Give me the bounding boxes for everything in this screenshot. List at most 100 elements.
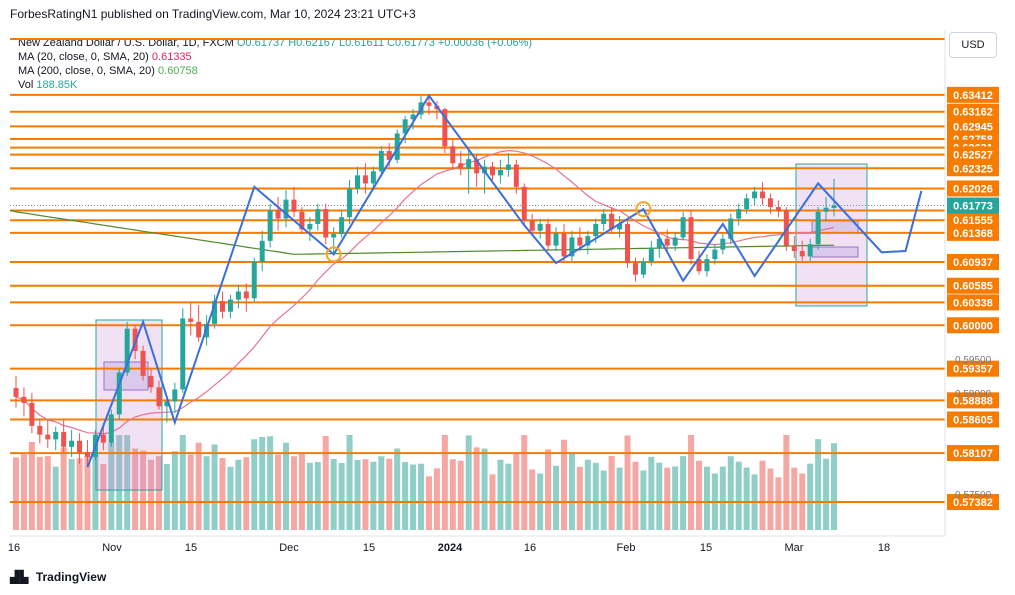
volume-bar <box>68 459 75 530</box>
volume-bar <box>640 470 647 530</box>
price-level-label: 0.58605 <box>953 414 993 426</box>
candles <box>13 95 837 468</box>
candle-body <box>108 414 114 443</box>
price-level-label: 0.60937 <box>953 257 993 269</box>
volume-bar <box>624 435 631 530</box>
candle-body <box>172 389 178 402</box>
candle-body <box>696 259 702 272</box>
candle-body <box>45 434 51 440</box>
candle-body <box>219 300 225 312</box>
volume-bar <box>36 456 43 530</box>
time-tick-label: 15 <box>363 542 375 554</box>
candle-body <box>339 217 345 235</box>
tradingview-logo[interactable]: ▟▙ TradingView <box>10 570 106 584</box>
volume-bar <box>378 456 385 530</box>
volume-bar <box>179 435 186 530</box>
volume-bar <box>92 455 99 530</box>
volume-bar <box>815 439 822 530</box>
volume-bar <box>132 448 139 530</box>
candle-body <box>736 209 742 219</box>
volume-bar <box>251 439 258 530</box>
ma20-line <box>15 149 835 435</box>
candle-body <box>251 261 257 299</box>
price-level-tag <box>947 253 999 270</box>
candle-body <box>267 210 273 241</box>
candle-body <box>712 249 718 260</box>
volume-bar <box>306 462 313 530</box>
candle-body <box>807 244 813 257</box>
volume-bar <box>473 447 480 530</box>
tv-logo-icon: ▟▙ <box>10 570 29 584</box>
time-tick-label: Dec <box>279 542 299 554</box>
volume-bar <box>719 466 726 530</box>
candle-body <box>69 440 75 447</box>
volume-bar <box>20 454 27 530</box>
candle-body <box>84 452 90 457</box>
price-level-tag <box>947 294 999 311</box>
volume-bar <box>13 457 19 530</box>
price-level-label: 0.61368 <box>953 228 993 240</box>
volume-bar <box>529 469 536 530</box>
volume-bar <box>560 439 567 530</box>
time-tick-label: 16 <box>524 542 536 554</box>
volume-bar <box>584 459 591 530</box>
candle-body <box>815 211 821 245</box>
candle-body <box>521 186 527 221</box>
price-level-tag <box>947 277 999 294</box>
volume-bar <box>632 461 639 530</box>
candle-body <box>609 213 615 230</box>
volume-bar <box>148 459 155 530</box>
candle-body <box>243 291 249 299</box>
candle-body <box>490 166 496 176</box>
candle-body <box>259 240 265 262</box>
candle-body <box>21 396 27 403</box>
candle-body <box>497 169 503 176</box>
candle-body <box>704 259 710 272</box>
highlight-box <box>811 246 859 258</box>
ma20-value: 0.61335 <box>151 51 192 63</box>
candle-body <box>577 237 583 246</box>
volume-bar <box>44 456 51 530</box>
moving-averages <box>9 149 835 435</box>
volume-bar <box>545 449 552 530</box>
candle-body <box>680 217 686 238</box>
volume-bar <box>441 435 448 530</box>
candle-body <box>426 102 432 106</box>
volume-bar <box>449 459 456 530</box>
price-level-lines <box>10 38 945 504</box>
candle-body <box>196 321 202 338</box>
volume-bar <box>767 468 774 530</box>
candle-body <box>362 175 368 184</box>
price-level-label: 0.63412 <box>953 90 993 102</box>
highlight-box <box>795 163 868 307</box>
candle-body <box>728 218 734 239</box>
candle-body <box>291 199 297 212</box>
volume-bar <box>600 470 607 530</box>
candle-body <box>124 328 130 373</box>
price-level-tag <box>947 392 999 409</box>
candle-body <box>625 223 631 264</box>
candle-body <box>37 425 43 435</box>
current-price-label: 0.61773 <box>953 201 993 213</box>
volume-bar <box>394 448 401 530</box>
ma200-line <box>9 209 835 255</box>
legend-ma20-row: MA (20, close, 0, SMA, 20) 0.61335 <box>18 50 532 64</box>
candle-body <box>100 434 106 443</box>
volume-bar <box>418 463 425 530</box>
price-tick-label: 0.59000 <box>955 389 992 400</box>
volume-bar <box>227 466 234 530</box>
currency-button[interactable]: USD <box>949 32 997 58</box>
candle-body <box>450 146 456 164</box>
volume-bar <box>275 454 282 530</box>
price-tick-label: 0.57500 <box>955 490 992 501</box>
volume-bar <box>433 468 440 530</box>
volume-bar <box>688 435 695 530</box>
volume-bar <box>322 436 329 530</box>
volume-bar <box>648 456 655 530</box>
vol-label: Vol <box>18 79 34 91</box>
volume-bar <box>108 442 115 530</box>
candle-body <box>688 217 694 260</box>
volume-bar <box>290 456 297 530</box>
price-level-tag <box>947 317 999 334</box>
